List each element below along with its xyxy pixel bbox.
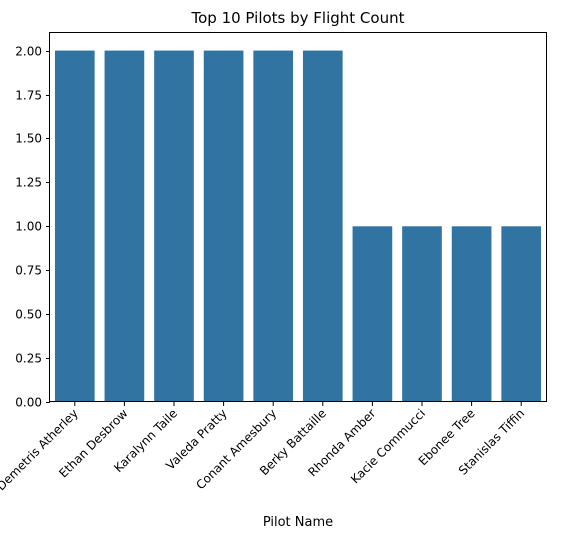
bars-group <box>54 50 542 402</box>
y-axis-ticks: 0.00 0.25 0.50 0.75 1.00 1.25 1.50 1.75 2.00 <box>15 45 50 410</box>
y-tick-label: 1.50 <box>15 132 42 146</box>
bar <box>402 226 442 402</box>
chart-title: Top 10 Pilots by Flight Count <box>191 9 405 27</box>
y-tick-label: 0.75 <box>15 264 42 278</box>
bar <box>203 50 244 402</box>
y-tick-label: 0.50 <box>15 308 42 322</box>
bar <box>302 50 343 402</box>
plot-area-frame <box>49 32 547 402</box>
y-tick-label: 1.00 <box>15 220 42 234</box>
x-axis-label: Pilot Name <box>263 515 333 530</box>
y-tick-label: 0.00 <box>15 396 42 410</box>
bar <box>501 226 542 402</box>
bar <box>154 50 194 402</box>
bar <box>352 226 393 402</box>
y-tick-label: 1.75 <box>15 89 42 103</box>
bar <box>451 226 492 402</box>
bar <box>54 50 95 402</box>
bar <box>104 50 145 402</box>
y-tick-label: 0.25 <box>15 352 42 366</box>
y-tick-label: 2.00 <box>15 45 42 59</box>
y-tick-label: 1.25 <box>15 176 42 190</box>
bar <box>253 50 294 402</box>
